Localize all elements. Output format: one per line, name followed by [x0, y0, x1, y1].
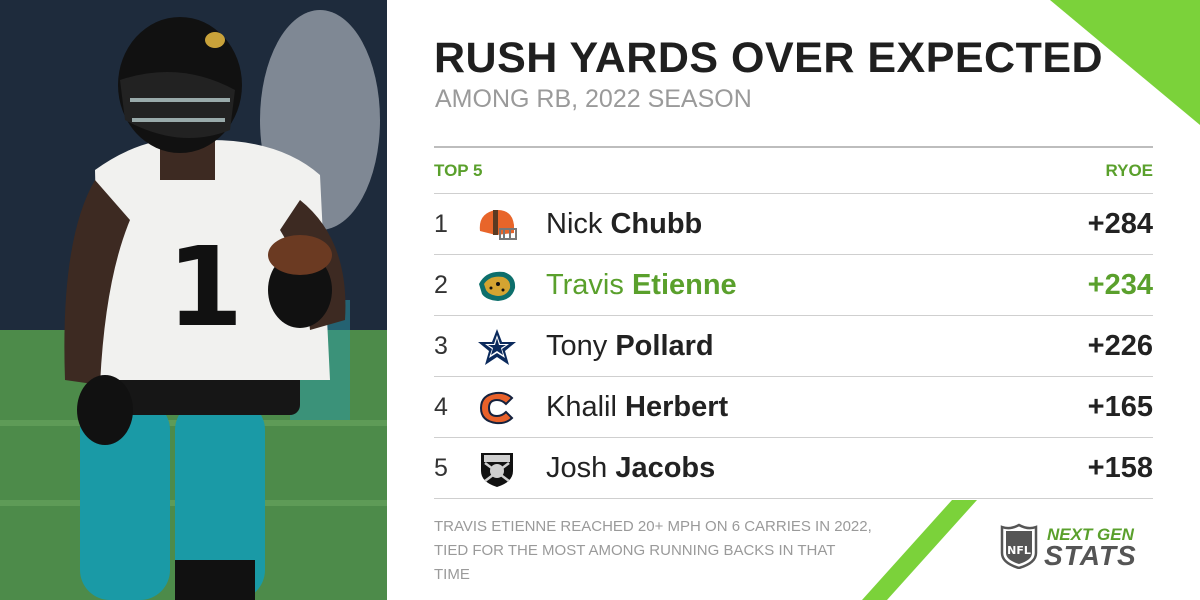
- player-photo-illustration: 1: [0, 0, 387, 600]
- player-last-name: Jacobs: [615, 452, 716, 484]
- next-gen-stats-logo: NFL NEXT GEN STATS: [1000, 523, 1160, 573]
- player-name: Josh Jacobs: [546, 452, 715, 485]
- page-title: RUSH YARDS OVER EXPECTED: [434, 34, 1104, 82]
- ryoe-value: +226: [1087, 330, 1153, 362]
- jaguars-head-icon: [479, 271, 516, 301]
- bears-c-icon: [479, 391, 514, 425]
- player-last-name: Etienne: [631, 269, 737, 301]
- row-divider: [434, 498, 1153, 499]
- footnote: TRAVIS ETIENNE REACHED 20+ MPH ON 6 CARR…: [434, 518, 872, 583]
- table-row: 1 Nick Chubb +284: [434, 194, 1153, 255]
- nfl-shield-text: NFL: [1007, 544, 1031, 557]
- row-rank: 4: [434, 393, 448, 421]
- row-divider: [434, 437, 1153, 438]
- page-subtitle: AMONG RB, 2022 SEASON: [435, 85, 752, 113]
- player-first-name: Khalil: [546, 391, 617, 423]
- player-first-name: Josh: [546, 452, 608, 484]
- ryoe-value: +234: [1087, 269, 1153, 301]
- row-divider: [434, 376, 1153, 377]
- ryoe-value: +158: [1087, 452, 1153, 484]
- table-row: 5 Josh Jacobs +158: [434, 438, 1153, 499]
- player-last-name: Chubb: [610, 208, 703, 240]
- player-last-name: Herbert: [625, 391, 729, 423]
- player-name: Khalil Herbert: [546, 391, 728, 424]
- row-rank: 3: [434, 332, 448, 360]
- corner-accent-top: [1050, 0, 1200, 125]
- browns-helmet-icon: [479, 209, 517, 240]
- header-divider: [434, 146, 1153, 148]
- ryoe-value: +284: [1087, 208, 1153, 240]
- corner-accent-bottom: [862, 500, 977, 600]
- player-first-name: Tony: [546, 330, 608, 362]
- player-name: Nick Chubb: [546, 208, 702, 241]
- player-last-name: Pollard: [615, 330, 714, 362]
- brand-line-1: NEXT GEN: [1047, 525, 1134, 544]
- row-rank: 2: [434, 271, 448, 299]
- brand-line-2: STATS: [1044, 540, 1137, 571]
- row-divider: [434, 315, 1153, 316]
- raiders-shield-icon: [481, 453, 513, 487]
- player-name: Tony Pollard: [546, 330, 714, 363]
- nfl-shield-icon: NFL: [1000, 523, 1038, 569]
- table-row: 4 Khalil Herbert +165: [434, 377, 1153, 438]
- row-divider: [434, 193, 1153, 194]
- ryoe-value: +165: [1087, 391, 1153, 423]
- jersey-number: 1: [167, 223, 244, 351]
- player-name: Travis Etienne: [546, 269, 737, 302]
- row-rank: 1: [434, 210, 448, 238]
- player-photo: 1: [0, 0, 387, 600]
- table-header-right: RYOE: [1105, 161, 1153, 180]
- player-first-name: Travis: [546, 269, 624, 301]
- cowboys-star-icon: [478, 329, 516, 365]
- table-row: 3 Tony Pollard +226: [434, 316, 1153, 377]
- table-header-left: TOP 5: [434, 161, 483, 180]
- player-first-name: Nick: [546, 208, 603, 240]
- table-row: 2 Travis Etienne +234: [434, 255, 1153, 316]
- row-rank: 5: [434, 454, 448, 482]
- row-divider: [434, 254, 1153, 255]
- stats-panel: RUSH YARDS OVER EXPECTED AMONG RB, 2022 …: [387, 0, 1200, 600]
